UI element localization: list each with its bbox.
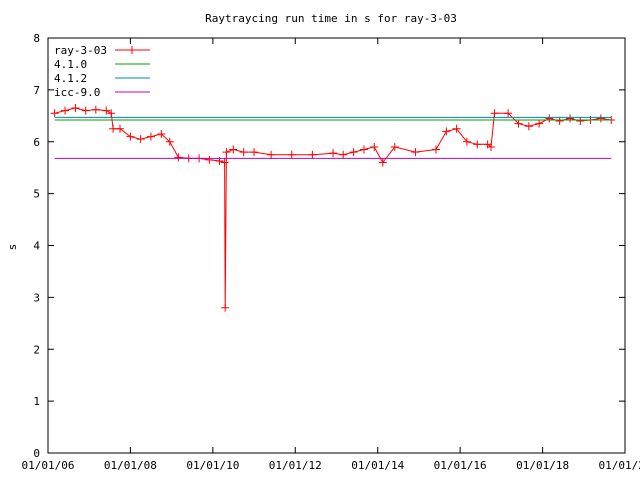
data-point: [165, 137, 174, 146]
data-point: [126, 132, 135, 141]
data-point: [473, 140, 482, 149]
x-tick-label: 01/01/20: [599, 459, 640, 472]
plot-frame: [47, 37, 626, 454]
data-point: [514, 119, 523, 128]
data-point: [221, 303, 230, 312]
data-point: [107, 109, 116, 118]
legend-label: ray-3-03: [54, 44, 107, 57]
data-point: [287, 150, 296, 159]
data-point: [81, 106, 90, 115]
data-point: [157, 129, 166, 138]
data-point: [267, 150, 276, 159]
y-tick-label: 7: [33, 84, 40, 97]
legend-marker: [128, 46, 136, 54]
data-point: [91, 105, 100, 114]
data-point: [339, 150, 348, 159]
x-tick-label: 01/01/10: [186, 459, 239, 472]
legend-label: 4.1.2: [54, 72, 87, 85]
data-point: [174, 153, 183, 162]
tick-layer: 0 1 2 3 4 5 6 7 8 01/01/06 01/01/08 01/01/10 01/01/1…: [22, 32, 640, 472]
data-point: [222, 148, 231, 157]
data-point: [462, 137, 471, 146]
data-point: [566, 114, 575, 123]
data-point: [504, 109, 513, 118]
data-point: [378, 158, 387, 167]
data-point: [596, 114, 605, 123]
y-tick-label: 6: [33, 136, 40, 149]
data-point: [411, 148, 420, 157]
data-point: [349, 148, 358, 157]
data-point: [50, 109, 59, 118]
x-tick-label: 01/01/12: [269, 459, 322, 472]
y-tick-label: 1: [33, 395, 40, 408]
data-point: [250, 148, 259, 157]
data-point: [370, 142, 379, 151]
legend-label: 4.1.0: [54, 58, 87, 71]
data-point: [359, 145, 368, 154]
y-tick-label: 2: [33, 343, 40, 356]
legend-label: icc-9.0: [54, 86, 100, 99]
y-tick-label: 8: [33, 32, 40, 45]
data-point: [329, 149, 338, 158]
data-point: [490, 109, 499, 118]
data-point: [442, 127, 451, 136]
data-point: [576, 117, 585, 125]
data-point: [487, 142, 496, 151]
chart-title: Raytraycing run time in s for ray-3-03: [205, 12, 457, 25]
data-point: [308, 150, 317, 159]
data-point: [71, 104, 80, 113]
y-tick-label: 4: [33, 240, 40, 253]
data-point: [239, 148, 248, 157]
y-tick-label: 0: [33, 447, 40, 460]
data-point: [390, 142, 399, 151]
x-tick-label: 01/01/18: [516, 459, 569, 472]
series-layer: [50, 104, 616, 312]
data-point: [102, 106, 111, 115]
x-tick-label: 01/01/16: [434, 459, 487, 472]
data-point: [205, 155, 214, 164]
data-point: [535, 119, 544, 128]
y-axis-label: s: [6, 244, 19, 251]
data-point: [61, 106, 70, 115]
data-point: [545, 114, 554, 123]
data-point: [109, 124, 118, 133]
data-point: [524, 122, 533, 131]
series-ray-3-03: [50, 104, 616, 312]
y-tick-label: 5: [33, 188, 40, 201]
data-point: [220, 158, 229, 167]
y-tick-label: 3: [33, 291, 40, 304]
data-point: [431, 145, 440, 154]
series-line: [54, 107, 612, 308]
data-point: [229, 145, 238, 154]
data-point: [146, 132, 155, 141]
x-tick-label: 01/01/14: [351, 459, 404, 472]
x-tick-label: 01/01/06: [22, 459, 75, 472]
data-point: [136, 135, 145, 144]
data-point: [555, 117, 564, 125]
data-point: [452, 124, 461, 133]
data-point: [115, 124, 124, 133]
x-tick-label: 01/01/08: [104, 459, 157, 472]
